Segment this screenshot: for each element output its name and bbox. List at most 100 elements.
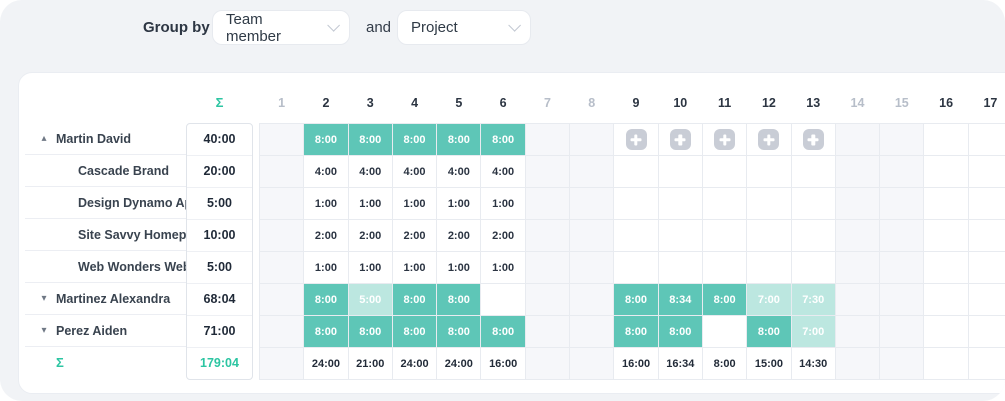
time-cell-r7-d2[interactable]: 8:00 (304, 316, 348, 347)
time-cell-r7-d14[interactable] (835, 316, 880, 347)
group-by-dropdown-2[interactable]: Project (397, 10, 531, 45)
triangle-up-icon[interactable]: ▴ (41, 133, 47, 144)
time-cell-r5-d5[interactable]: 1:00 (437, 252, 481, 283)
time-cell-r8-d14[interactable] (835, 348, 880, 379)
add-time-cell-d12[interactable] (747, 124, 791, 155)
time-cell-r8-d9[interactable]: 16:00 (614, 348, 658, 379)
time-cell-r2-d6[interactable]: 4:00 (481, 156, 525, 187)
time-cell-r3-d9[interactable] (614, 188, 658, 219)
time-cell-r7-d11[interactable] (702, 316, 747, 347)
time-cell-r1-d5[interactable]: 8:00 (437, 124, 481, 155)
time-cell-r3-d10[interactable] (658, 188, 702, 219)
time-cell-r5-d8[interactable] (570, 252, 614, 283)
time-cell-r8-d2[interactable]: 24:00 (304, 348, 348, 379)
time-cell-r5-d2[interactable]: 1:00 (304, 252, 348, 283)
time-cell-r3-d7[interactable] (525, 188, 570, 219)
time-cell-r8-d1[interactable] (260, 348, 304, 379)
time-cell-r3-d5[interactable]: 1:00 (437, 188, 481, 219)
time-cell-r6-d17[interactable] (968, 284, 1005, 315)
time-cell-r4-d17[interactable] (968, 220, 1005, 251)
plus-icon[interactable] (802, 129, 824, 150)
time-cell-r8-d3[interactable]: 21:00 (348, 348, 392, 379)
time-cell-r2-d10[interactable] (658, 156, 702, 187)
time-cell-r5-d17[interactable] (968, 252, 1005, 283)
group-by-dropdown-1[interactable]: Team member (212, 10, 350, 45)
time-cell-r6-d3[interactable]: 5:00 (348, 284, 392, 315)
plus-icon[interactable] (669, 129, 691, 150)
plus-icon[interactable] (625, 129, 647, 150)
add-time-cell-d9[interactable] (614, 124, 658, 155)
row-name[interactable]: Martin David (56, 132, 132, 146)
time-cell-r6-d1[interactable] (260, 284, 304, 315)
time-cell-r6-d10[interactable]: 8:34 (658, 284, 702, 315)
time-cell-r1-d1[interactable] (260, 124, 304, 155)
time-cell-r5-d16[interactable] (924, 252, 968, 283)
time-cell-r2-d14[interactable] (835, 156, 880, 187)
time-cell-r5-d1[interactable] (260, 252, 304, 283)
time-cell-r2-d16[interactable] (924, 156, 968, 187)
time-cell-r2-d7[interactable] (525, 156, 570, 187)
time-cell-r4-d2[interactable]: 2:00 (304, 220, 348, 251)
time-cell-r3-d3[interactable]: 1:00 (348, 188, 392, 219)
time-cell-r8-d4[interactable]: 24:00 (392, 348, 437, 379)
time-cell-r2-d4[interactable]: 4:00 (392, 156, 437, 187)
time-cell-r2-d13[interactable] (791, 156, 835, 187)
time-cell-r5-d6[interactable]: 1:00 (481, 252, 525, 283)
time-cell-r7-d15[interactable] (880, 316, 924, 347)
time-cell-r1-d2[interactable]: 8:00 (304, 124, 348, 155)
time-cell-r5-d12[interactable] (747, 252, 791, 283)
time-cell-r6-d11[interactable]: 8:00 (702, 284, 747, 315)
time-cell-r6-d6[interactable] (481, 284, 525, 315)
time-cell-r2-d17[interactable] (968, 156, 1005, 187)
time-cell-r7-d9[interactable]: 8:00 (614, 316, 658, 347)
time-cell-r2-d15[interactable] (880, 156, 924, 187)
time-cell-r7-d7[interactable] (525, 316, 570, 347)
time-cell-r7-d13[interactable]: 7:00 (791, 316, 835, 347)
time-cell-r1-d8[interactable] (570, 124, 614, 155)
time-cell-r1-d14[interactable] (835, 124, 880, 155)
time-cell-r7-d6[interactable]: 8:00 (481, 316, 525, 347)
plus-icon[interactable] (714, 129, 736, 150)
time-cell-r8-d6[interactable]: 16:00 (481, 348, 525, 379)
time-cell-r1-d15[interactable] (880, 124, 924, 155)
time-cell-r3-d14[interactable] (835, 188, 880, 219)
time-cell-r6-d5[interactable]: 8:00 (437, 284, 481, 315)
time-cell-r7-d1[interactable] (260, 316, 304, 347)
time-cell-r3-d8[interactable] (570, 188, 614, 219)
time-cell-r2-d12[interactable] (747, 156, 791, 187)
time-cell-r8-d7[interactable] (525, 348, 570, 379)
time-cell-r3-d12[interactable] (747, 188, 791, 219)
time-cell-r6-d2[interactable]: 8:00 (304, 284, 348, 315)
time-cell-r7-d8[interactable] (570, 316, 614, 347)
time-cell-r6-d14[interactable] (835, 284, 880, 315)
row-name[interactable]: Martinez Alexandra (56, 292, 171, 306)
time-cell-r4-d16[interactable] (924, 220, 968, 251)
time-cell-r5-d14[interactable] (835, 252, 880, 283)
time-cell-r5-d13[interactable] (791, 252, 835, 283)
time-cell-r6-d16[interactable] (924, 284, 968, 315)
time-cell-r7-d3[interactable]: 8:00 (348, 316, 392, 347)
time-cell-r5-d4[interactable]: 1:00 (392, 252, 437, 283)
time-cell-r1-d6[interactable]: 8:00 (481, 124, 525, 155)
time-cell-r3-d15[interactable] (880, 188, 924, 219)
time-cell-r1-d16[interactable] (924, 124, 968, 155)
time-cell-r2-d3[interactable]: 4:00 (348, 156, 392, 187)
time-cell-r5-d15[interactable] (880, 252, 924, 283)
time-cell-r3-d6[interactable]: 1:00 (481, 188, 525, 219)
time-cell-r8-d10[interactable]: 16:34 (658, 348, 702, 379)
time-cell-r8-d8[interactable] (570, 348, 614, 379)
time-cell-r2-d8[interactable] (570, 156, 614, 187)
add-time-cell-d11[interactable] (702, 124, 747, 155)
time-cell-r3-d13[interactable] (791, 188, 835, 219)
time-cell-r2-d1[interactable] (260, 156, 304, 187)
time-cell-r8-d11[interactable]: 8:00 (702, 348, 747, 379)
time-cell-r8-d5[interactable]: 24:00 (437, 348, 481, 379)
time-cell-r4-d8[interactable] (570, 220, 614, 251)
time-cell-r3-d2[interactable]: 1:00 (304, 188, 348, 219)
time-cell-r7-d5[interactable]: 8:00 (437, 316, 481, 347)
time-cell-r5-d10[interactable] (658, 252, 702, 283)
time-cell-r4-d1[interactable] (260, 220, 304, 251)
time-cell-r3-d17[interactable] (968, 188, 1005, 219)
time-cell-r8-d15[interactable] (880, 348, 924, 379)
time-cell-r4-d5[interactable]: 2:00 (437, 220, 481, 251)
